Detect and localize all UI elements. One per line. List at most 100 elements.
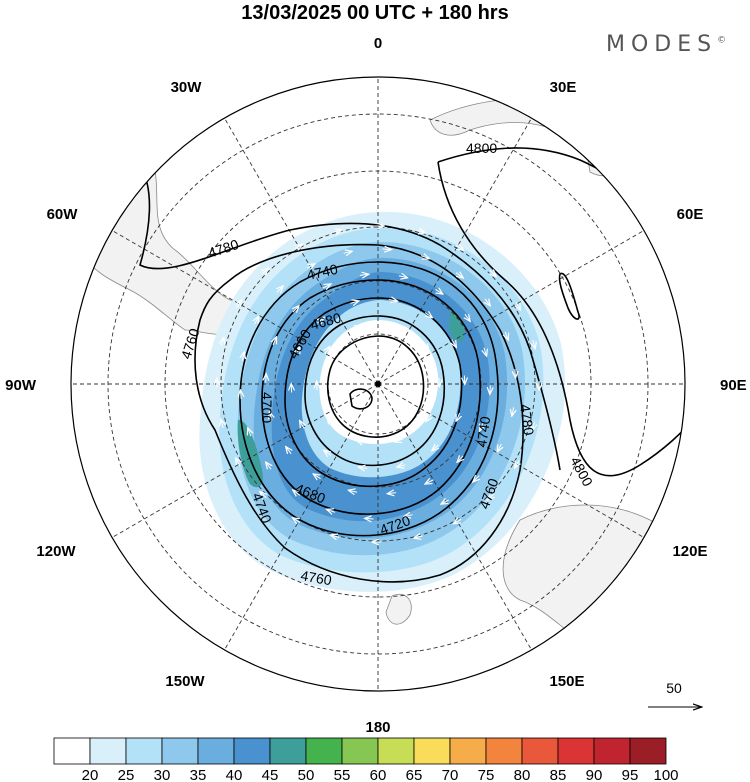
wind-arrow bbox=[266, 462, 271, 469]
map-border bbox=[70, 76, 686, 692]
wind-streamlines bbox=[217, 226, 539, 542]
colorbar-swatch bbox=[269, 737, 307, 765]
wind-arrow bbox=[353, 326, 362, 329]
wind-arrow bbox=[516, 302, 520, 310]
modes-logo: MODES© bbox=[606, 32, 726, 57]
contour-4700 bbox=[284, 297, 463, 488]
land-africa bbox=[429, 97, 621, 171]
wind-arrow bbox=[387, 493, 397, 494]
wind-arrow bbox=[262, 268, 268, 274]
lon-label-30e: 30E bbox=[550, 79, 577, 96]
colorbar-swatch bbox=[449, 737, 487, 765]
wind-arrow bbox=[505, 331, 508, 340]
meridian-line bbox=[377, 383, 645, 538]
longitude-labels: 0 30E 60E 90E 120E 150E 180 150W 120W 90… bbox=[5, 35, 747, 736]
wind-arrow bbox=[300, 421, 304, 429]
wind-arrow bbox=[273, 337, 277, 346]
colorbar: 20 25 30 35 40 45 50 55 60 65 70 75 80 85 90 95 100 bbox=[53, 737, 679, 782]
wind-arrow bbox=[382, 249, 391, 250]
wind-arrow bbox=[416, 231, 426, 233]
south-pole-marker bbox=[375, 381, 381, 387]
wind-arrow bbox=[350, 301, 359, 303]
contour-label-4800-a: 4800 bbox=[466, 140, 497, 156]
wind-arrow bbox=[532, 421, 534, 431]
contour-label-4760-c: 4760 bbox=[299, 567, 333, 588]
wind-arrow bbox=[485, 299, 490, 306]
wind-arrow bbox=[236, 458, 240, 466]
meridian-line bbox=[111, 383, 379, 538]
wind-arrow bbox=[293, 306, 299, 313]
lon-label-0: 0 bbox=[374, 35, 382, 52]
wind-arrow bbox=[313, 474, 321, 479]
lon-label-60w: 60W bbox=[47, 206, 79, 223]
colorbar-swatch bbox=[233, 737, 271, 765]
wind-arrow bbox=[255, 316, 259, 325]
wind-arrow bbox=[473, 476, 479, 482]
meridian-line bbox=[377, 117, 532, 385]
colorbar-swatch bbox=[485, 737, 523, 765]
wind-arrow bbox=[425, 480, 434, 484]
wind-arrow bbox=[266, 374, 267, 383]
wind-arrow bbox=[390, 325, 400, 328]
colorbar-label: 100 bbox=[653, 767, 678, 782]
wind-arrow bbox=[248, 428, 251, 437]
colorbar-swatch bbox=[305, 737, 343, 765]
wind-arrow bbox=[292, 518, 301, 523]
wind-arrow bbox=[358, 467, 368, 469]
wind-arrow bbox=[515, 368, 516, 378]
colorbar-label: 45 bbox=[262, 767, 279, 782]
colorbar-label: 95 bbox=[622, 767, 639, 782]
wind-arrow bbox=[359, 274, 369, 275]
colorbar-label: 30 bbox=[154, 767, 171, 782]
meridian-line bbox=[224, 117, 379, 385]
contour-label-4780-a: 4780 bbox=[206, 236, 241, 261]
land-new-zealand bbox=[385, 593, 412, 625]
contour-label-4700: 4700 bbox=[259, 392, 275, 423]
colorbar-label: 60 bbox=[370, 767, 387, 782]
wind-arrow bbox=[435, 289, 443, 294]
lon-label-30w: 30W bbox=[171, 79, 203, 96]
wind-arrow bbox=[324, 450, 332, 455]
colorbar-label: 35 bbox=[190, 767, 207, 782]
wind-arrow bbox=[432, 445, 439, 451]
land-australia bbox=[502, 504, 685, 653]
wind-arrow bbox=[365, 518, 374, 519]
land-madagascar bbox=[587, 151, 627, 177]
colorbar-swatch bbox=[125, 737, 163, 765]
wind-arrow bbox=[424, 313, 432, 318]
brand-text: MODES bbox=[606, 32, 718, 57]
colorbar-swatch bbox=[377, 737, 415, 765]
meridian-line bbox=[224, 383, 379, 651]
contour-label-4800-b: 4800 bbox=[567, 454, 596, 489]
colorbar-label: 20 bbox=[82, 767, 99, 782]
wind-arrow bbox=[404, 515, 413, 517]
wind-arrow bbox=[343, 251, 353, 253]
colorbar-swatch bbox=[629, 737, 667, 765]
wind-arrow bbox=[277, 286, 283, 292]
wind-arrow bbox=[240, 390, 241, 400]
wind-arrow bbox=[490, 385, 491, 394]
wind-arrow bbox=[488, 494, 494, 500]
wind-arrow bbox=[394, 439, 403, 442]
colorbar-swatch bbox=[53, 737, 91, 765]
wind-arrow bbox=[356, 440, 366, 443]
wind-arrow bbox=[398, 276, 408, 278]
wind-arrow bbox=[317, 317, 324, 323]
wind-arrow bbox=[327, 509, 336, 512]
wind-arrow bbox=[286, 447, 291, 454]
wind-arrow bbox=[327, 417, 333, 424]
colorbar-swatch bbox=[557, 737, 595, 765]
colorbar-swatch bbox=[161, 737, 199, 765]
lon-label-90w: 90W bbox=[5, 377, 37, 394]
wind-arrow bbox=[333, 230, 342, 232]
lon-label-120e: 120E bbox=[672, 543, 707, 560]
colorbar-label: 55 bbox=[334, 767, 351, 782]
lon-label-180: 180 bbox=[365, 719, 390, 736]
contour-4760-island bbox=[558, 272, 580, 320]
wind-arrow bbox=[269, 412, 272, 421]
wind-arrow bbox=[480, 422, 484, 431]
lon-label-60e: 60E bbox=[677, 206, 704, 223]
contour-4660 bbox=[326, 335, 425, 438]
colorbar-label: 75 bbox=[478, 767, 495, 782]
wind-arrow bbox=[497, 443, 501, 452]
